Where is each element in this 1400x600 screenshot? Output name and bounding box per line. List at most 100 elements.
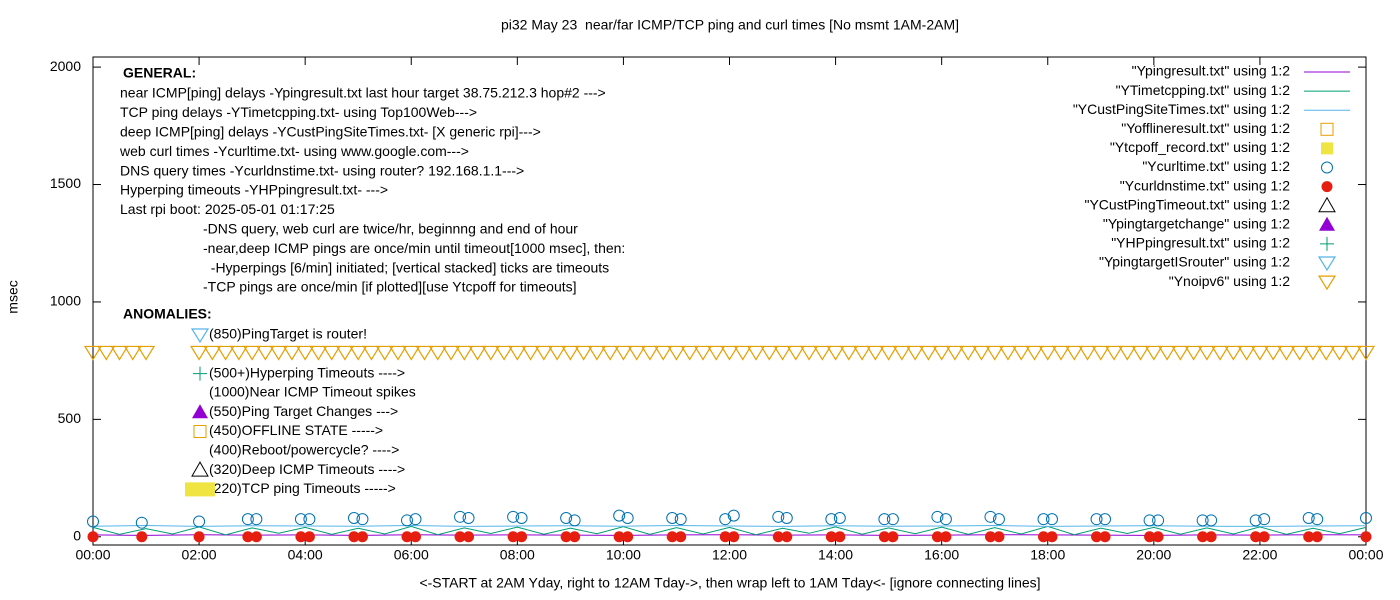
legend-label: "Ycurldnstime.txt" using 1:2	[1120, 177, 1290, 193]
anomaly-note: (1000)Near ICMP Timeout spikes	[209, 384, 416, 400]
legend-label: "Ytcpoff_record.txt" using 1:2	[1110, 139, 1290, 155]
marker	[773, 345, 792, 361]
marker	[1037, 513, 1050, 526]
general-note: DNS query times -Ycurldnstime.txt- using…	[120, 162, 524, 178]
marker	[613, 531, 625, 543]
marker	[1197, 531, 1209, 543]
marker	[1025, 345, 1044, 361]
marker	[1099, 513, 1112, 526]
marker	[1290, 345, 1309, 361]
x-axis-label: <-START at 2AM Yday, right to 12AM Tday-…	[419, 575, 1040, 591]
anomaly-note: (450)OFFLINE STATE ----->	[209, 422, 383, 438]
marker	[780, 511, 793, 524]
marker	[984, 510, 997, 523]
marker	[1152, 514, 1165, 527]
x-tick-label: 14:00	[818, 547, 853, 563]
marker	[349, 345, 368, 361]
general-note: -DNS query, web curl are twice/hr, begin…	[203, 221, 578, 237]
marker	[508, 345, 527, 361]
marker	[940, 531, 952, 543]
marker	[1264, 345, 1283, 361]
marker	[250, 513, 263, 526]
marker	[295, 531, 307, 543]
marker	[409, 513, 422, 526]
marker	[185, 482, 215, 497]
marker	[1197, 345, 1216, 361]
marker	[516, 531, 528, 543]
marker	[347, 511, 360, 524]
marker	[666, 511, 679, 524]
marker	[1152, 531, 1164, 543]
general-note: Hyperping timeouts -YHPpingresult.txt- -…	[120, 182, 388, 198]
legend-label: "YHPpingresult.txt" using 1:2	[1111, 235, 1290, 251]
marker	[834, 531, 846, 543]
marker	[1258, 513, 1271, 526]
marker	[760, 345, 779, 361]
marker	[993, 531, 1005, 543]
marker	[1144, 345, 1163, 361]
marker	[243, 345, 262, 361]
marker	[627, 345, 646, 361]
marker	[1318, 196, 1336, 213]
marker	[1237, 345, 1256, 361]
marker	[887, 531, 899, 543]
marker	[1311, 531, 1323, 543]
marker	[833, 511, 846, 524]
marker	[1317, 256, 1337, 272]
marker	[1046, 531, 1058, 543]
marker	[97, 345, 116, 361]
marker	[507, 531, 519, 543]
marker	[1317, 345, 1336, 361]
general-note: web curl times -Ycurltime.txt- using www…	[119, 143, 469, 159]
marker	[1184, 345, 1203, 361]
general-note: near ICMP[ping] delays -Ypingresult.txt …	[120, 85, 606, 101]
marker	[136, 531, 148, 543]
x-tick-label: 12:00	[712, 547, 747, 563]
marker	[560, 511, 573, 524]
legend-label: "YCustPingTimeout.txt" using 1:2	[1084, 196, 1290, 212]
general-note: deep ICMP[ping] delays -YCustPingSiteTim…	[120, 124, 541, 140]
marker	[463, 531, 475, 543]
marker	[693, 345, 713, 361]
anomaly-note: (850)PingTarget is router!	[209, 326, 367, 342]
legend-label: "Ypingtargetchange" using 1:2	[1103, 216, 1290, 232]
marker	[1171, 345, 1190, 361]
marker	[1321, 142, 1333, 155]
marker	[621, 511, 634, 524]
marker	[878, 531, 890, 543]
x-tick-label: 18:00	[1030, 547, 1065, 563]
marker	[931, 510, 944, 523]
marker	[561, 345, 580, 361]
marker	[256, 345, 275, 361]
marker	[560, 531, 572, 543]
anomalies-title: ANOMALIES:	[123, 306, 212, 322]
x-tick-label: 00:00	[75, 547, 110, 563]
marker	[481, 345, 500, 361]
marker	[303, 531, 315, 543]
marker	[772, 510, 785, 523]
marker	[945, 345, 965, 361]
marker	[454, 531, 466, 543]
marker	[719, 513, 732, 526]
marker	[1205, 514, 1218, 527]
marker	[534, 345, 553, 361]
marker	[123, 345, 142, 361]
marker	[931, 531, 943, 543]
marker	[1277, 345, 1296, 361]
marker	[640, 345, 660, 361]
marker	[192, 404, 208, 419]
marker	[1321, 161, 1333, 174]
marker	[733, 345, 752, 361]
series-line	[92, 525, 1367, 536]
anomaly-note: (400)Reboot/powercycle? ---->	[209, 442, 399, 458]
marker	[1360, 531, 1372, 543]
marker	[1078, 345, 1097, 361]
marker	[727, 509, 740, 522]
marker	[441, 345, 461, 361]
marker	[720, 345, 739, 361]
marker	[985, 345, 1004, 361]
y-tick-label: 1500	[50, 175, 81, 191]
marker	[674, 513, 687, 526]
marker	[269, 345, 288, 361]
